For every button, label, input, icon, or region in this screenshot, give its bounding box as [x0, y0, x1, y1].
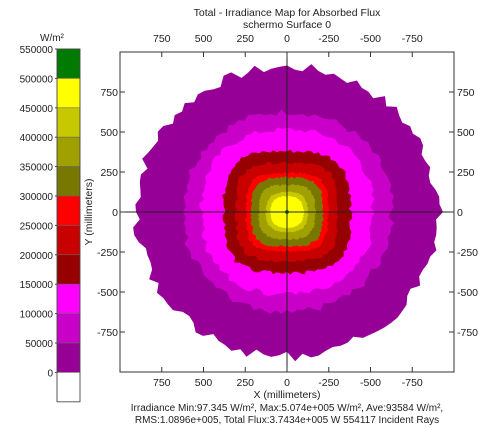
chart-subtitle: schermo Surface 0: [243, 19, 331, 31]
stats-line-1: Irradiance Min:97.345 W/m², Max:5.074e+0…: [131, 403, 443, 414]
x-tick-label-bottom: 250: [236, 377, 254, 389]
legend-swatch-200000: [56, 254, 81, 285]
legend-swatch-150000: [56, 283, 81, 314]
legend-unit: W/m²: [40, 33, 65, 44]
legend-label-0: 0: [47, 368, 53, 379]
y-tick-label-left: -750: [97, 327, 118, 339]
y-tick-label-left: 250: [100, 167, 118, 179]
legend-label-500000: 500000: [20, 74, 54, 85]
x-tick-label-top: 0: [284, 33, 290, 45]
legend-label-250000: 250000: [20, 221, 54, 232]
y-tick-label-right: 250: [457, 167, 475, 179]
y-tick-label-right: -750: [457, 327, 478, 339]
chart-title: Total - Irradiance Map for Absorbed Flux: [194, 7, 382, 19]
legend-label-150000: 150000: [20, 280, 54, 291]
y-axis-label: Y (millimeters): [83, 179, 95, 246]
legend-label-200000: 200000: [20, 251, 54, 262]
legend-swatch-50000: [56, 342, 81, 373]
stats-line-2: RMS:1.0896e+005, Total Flux:3.7434e+005 …: [135, 415, 439, 426]
legend-swatch-450000: [56, 107, 81, 138]
legend-label-100000: 100000: [20, 310, 54, 321]
x-tick-label-bottom: -250: [318, 377, 339, 389]
y-tick-label-left: -250: [97, 247, 118, 259]
y-tick-label-left: 500: [100, 127, 118, 139]
y-tick-label-right: 0: [457, 207, 463, 219]
legend-label-550000: 550000: [20, 45, 54, 56]
legend-swatch-500000: [56, 78, 81, 109]
x-tick-label-top: -750: [402, 33, 423, 45]
x-tick-label-top: 750: [153, 33, 171, 45]
x-tick-label-bottom: 500: [195, 377, 213, 389]
legend-swatch-0: [56, 372, 81, 403]
x-tick-label-top: -250: [318, 33, 339, 45]
x-axis-label: X (millimeters): [253, 389, 320, 401]
legend-label-400000: 400000: [20, 133, 54, 144]
x-tick-label-top: 500: [195, 33, 213, 45]
x-tick-label-bottom: -750: [402, 377, 423, 389]
legend-swatch-550000: [56, 48, 81, 79]
x-tick-label-top: 250: [236, 33, 254, 45]
legend-label-300000: 300000: [20, 192, 54, 203]
x-tick-label-top: -500: [360, 33, 381, 45]
y-tick-label-left: 0: [112, 207, 118, 219]
x-tick-label-bottom: -500: [360, 377, 381, 389]
legend-swatch-400000: [56, 136, 81, 167]
irradiance-contours: [133, 64, 443, 362]
legend-label-450000: 450000: [20, 104, 54, 115]
legend-label-50000: 50000: [25, 339, 53, 350]
y-tick-label-right: -250: [457, 247, 478, 259]
legend-swatch-250000: [56, 225, 81, 256]
legend-swatch-350000: [56, 166, 81, 197]
color-legend: 5500005000004500004000003500003000002500…: [20, 45, 81, 403]
x-tick-label-bottom: 750: [153, 377, 171, 389]
y-tick-label-right: -500: [457, 287, 478, 299]
x-tick-label-bottom: 0: [284, 377, 290, 389]
y-tick-label-right: 750: [457, 87, 475, 99]
y-tick-label-left: 750: [100, 87, 118, 99]
legend-swatch-100000: [56, 313, 81, 344]
y-tick-label-right: 500: [457, 127, 475, 139]
legend-label-350000: 350000: [20, 163, 54, 174]
legend-swatch-300000: [56, 195, 81, 226]
axes-group: 750 750 500 500 250 250 0 0 -250 -250 -500 -500 -750…: [97, 33, 478, 389]
y-tick-label-left: -500: [97, 287, 118, 299]
